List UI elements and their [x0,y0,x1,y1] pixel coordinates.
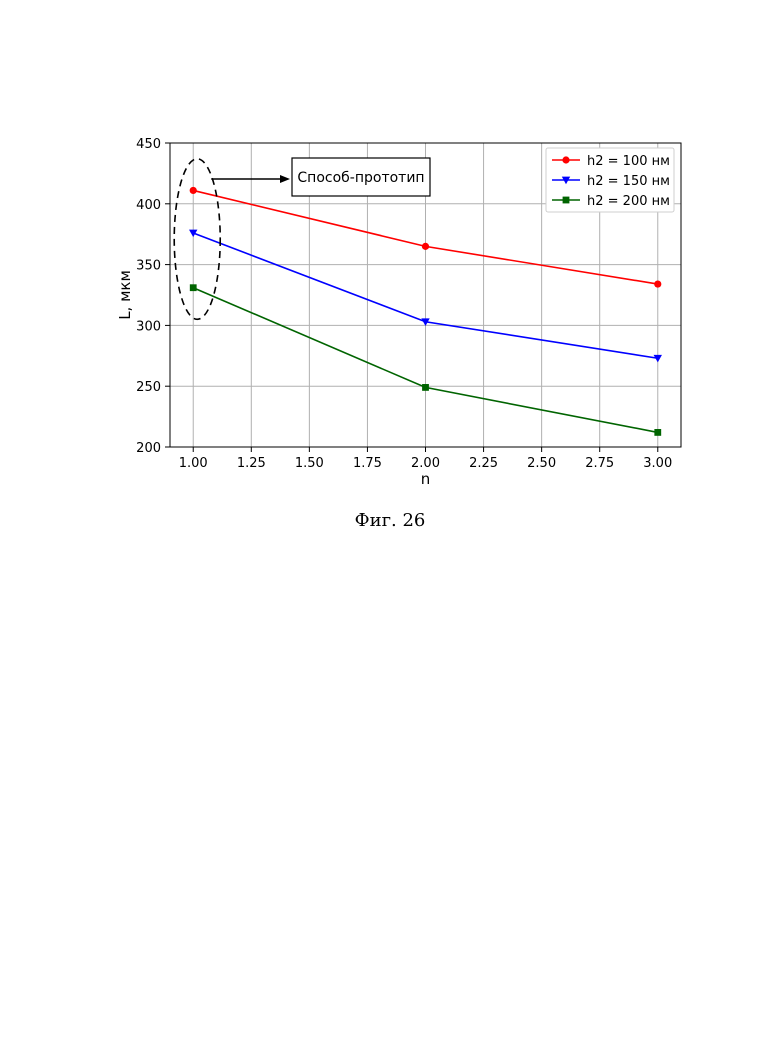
y-tick-label: 400 [136,198,161,213]
x-tick-label: 1.25 [237,456,266,471]
legend-label: h2 = 150 нм [587,174,670,189]
x-tick-label: 2.00 [411,456,440,471]
data-point [654,355,662,363]
y-tick-label: 250 [136,380,161,395]
y-axis-title: L, мкм [116,270,134,320]
data-point [563,197,570,204]
x-tick-label: 3.00 [643,456,672,471]
x-tick-label: 1.50 [295,456,324,471]
legend: h2 = 100 нм h2 = 150 нм h2 = 200 нм [546,148,674,212]
data-point [654,280,661,287]
data-point [654,429,661,436]
y-tick-label: 200 [136,441,161,456]
x-tick-label: 2.50 [527,456,556,471]
annotation-arrowhead [280,175,290,183]
data-point [562,156,569,163]
y-axis-ticks: 200 250 300 350 400 450 [136,137,170,456]
line-chart: 1.00 1.25 1.50 1.75 2.00 2.25 2.50 2.75 3.00 200… [0,0,780,500]
x-tick-label: 1.00 [179,456,208,471]
y-tick-label: 450 [136,137,161,152]
x-axis-ticks: 1.00 1.25 1.50 1.75 2.00 2.25 2.50 2.75 3.00 [179,447,672,471]
y-tick-label: 350 [136,259,161,274]
data-point [422,384,429,391]
data-point [190,284,197,291]
x-tick-label: 1.75 [353,456,382,471]
prototype-ellipse [174,159,220,320]
data-point [190,187,197,194]
data-point [422,243,429,250]
annotation-label: Способ-прототип [297,170,424,186]
figure-caption: Фиг. 26 [0,510,780,531]
x-axis-title: n [421,470,431,488]
legend-label: h2 = 200 нм [587,194,670,209]
y-tick-label: 300 [136,319,161,334]
x-tick-label: 2.75 [585,456,614,471]
legend-label: h2 = 100 нм [587,154,670,169]
x-tick-label: 2.25 [469,456,498,471]
